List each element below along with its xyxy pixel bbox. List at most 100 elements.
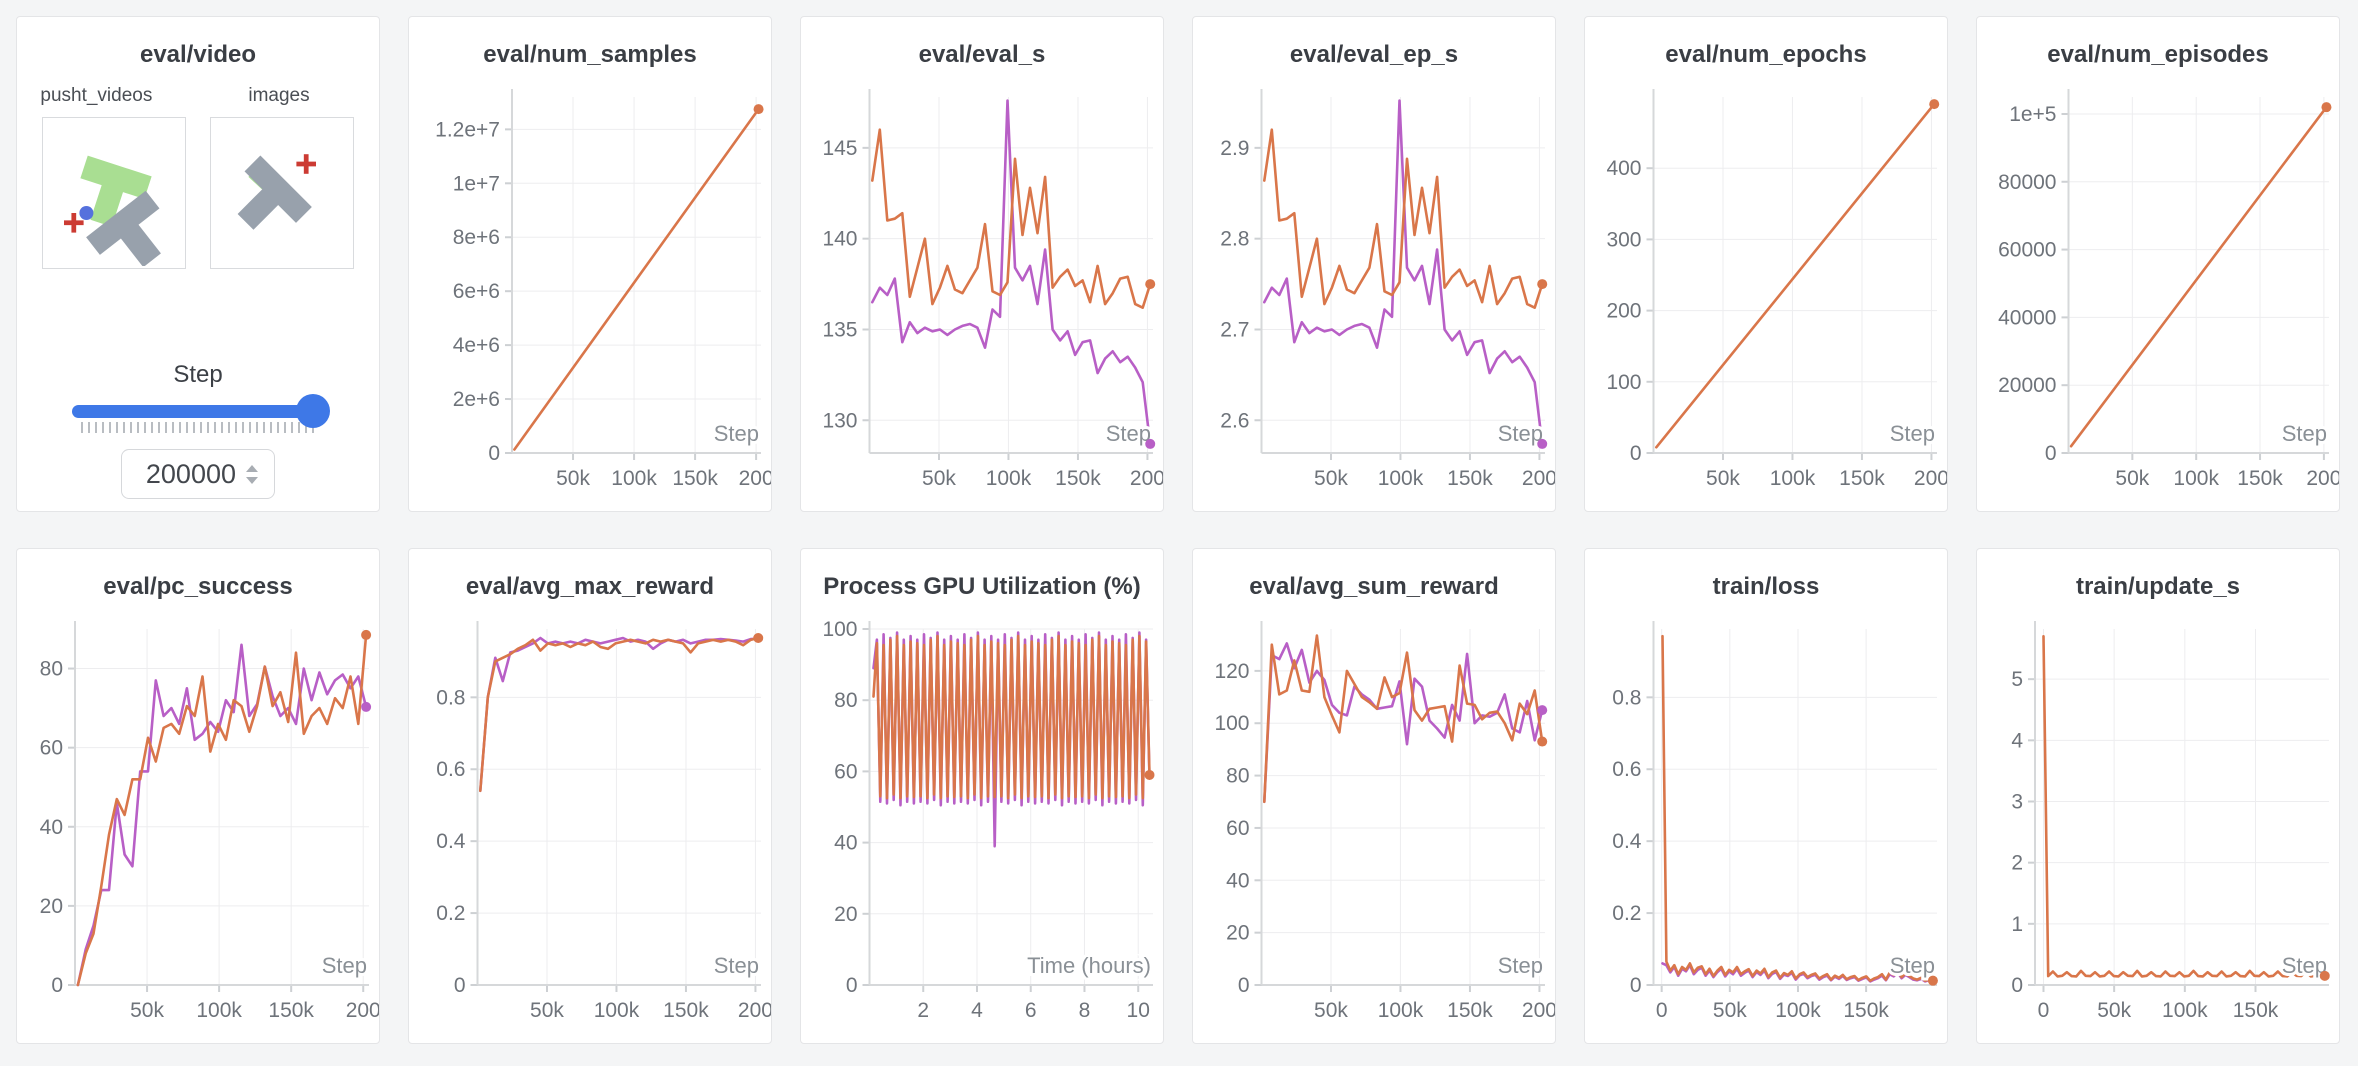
- x-axis-title: Step: [714, 953, 759, 978]
- chart-title: train/loss: [1712, 573, 1820, 600]
- endpoint-dot-orange: [753, 632, 764, 643]
- chart-panel-train-update_s[interactable]: train/update_s 0 50k 100k 150k 0 1 2 3 4 5 Step: [1976, 548, 2340, 1044]
- y-tick-label: 80: [1226, 765, 1249, 788]
- x-tick-label: 50k: [2115, 467, 2149, 490]
- y-tick-label: 2.6: [1220, 409, 1249, 432]
- goal-cross-icon: [296, 154, 316, 174]
- y-tick-label: 60: [834, 760, 857, 783]
- pusht-videos-label: pusht_videos: [40, 85, 153, 106]
- x-tick-label: 100k: [1770, 467, 1816, 490]
- x-axis-title: Step: [1890, 953, 1935, 978]
- chart-title: eval/pc_success: [103, 573, 293, 600]
- x-tick-label: 4: [971, 999, 983, 1022]
- pushed-t-block: [237, 155, 312, 230]
- chart-title: eval/num_epochs: [1665, 41, 1867, 68]
- x-tick-label: 100k: [1378, 467, 1424, 490]
- step-slider-track[interactable]: [72, 394, 330, 428]
- chart-title: eval/avg_max_reward: [465, 573, 715, 600]
- x-tick-label: 50k: [922, 467, 956, 490]
- pushed-t-block: [86, 190, 161, 268]
- x-tick-label: 100k: [196, 999, 242, 1022]
- y-tick-label: 4e+6: [453, 334, 500, 357]
- chart-panel-eval-num_epochs[interactable]: eval/num_epochs 50k 100k 150k 200 0 100 200 300 4…: [1584, 16, 1948, 512]
- step-slider-heading: Step: [173, 361, 223, 388]
- y-tick-label: 80: [834, 689, 857, 712]
- x-axis-title: Step: [714, 421, 759, 446]
- endpoint-dot-purple: [1537, 438, 1548, 449]
- chart-panel-eval-avg_max_reward[interactable]: eval/avg_max_reward 50k 100k 150k 200 0 0.2 0.4…: [408, 548, 772, 1044]
- y-tick-label: 2.7: [1220, 318, 1249, 341]
- chart-panel-eval-num_episodes[interactable]: eval/num_episodes 50k 100k 150k 200 0 20000 400…: [1976, 16, 2340, 512]
- y-tick-label: 2e+6: [453, 388, 500, 411]
- y-tick-label: 0.2: [1612, 902, 1641, 925]
- x-tick-label: 0: [2038, 999, 2050, 1022]
- y-tick-label: 60: [40, 737, 63, 760]
- number-stepper: [246, 464, 258, 484]
- y-tick-label: 130: [822, 409, 857, 432]
- chart-canvas: 50k 100k 150k 200 0 20 40 60 80 Step: [40, 621, 380, 1022]
- series-orange-line: [479, 636, 760, 793]
- series-orange-line: [1655, 102, 1936, 449]
- x-tick-label: 50k: [1314, 467, 1348, 490]
- x-tick-label: 0: [1656, 999, 1668, 1022]
- x-axis-title: Step: [2282, 421, 2327, 446]
- y-tick-label: 135: [822, 318, 857, 341]
- y-tick-label: 60: [1226, 817, 1249, 840]
- endpoint-dot-purple: [1537, 705, 1548, 716]
- y-tick-label: 20: [1226, 922, 1249, 945]
- x-tick-label: 100k: [1378, 999, 1424, 1022]
- chart-panel-eval-eval_s[interactable]: eval/eval_s 50k 100k 150k 200 130 135 140 145 Ste…: [800, 16, 1164, 512]
- x-tick-label: 200: [1914, 467, 1948, 490]
- chart-panel-train-loss[interactable]: train/loss 0 50k 100k 150k 0 0.2 0.4 0.6 0.8 Step: [1584, 548, 1948, 1044]
- stepper-down-icon[interactable]: [246, 476, 258, 484]
- y-tick-label: 400: [1606, 157, 1641, 180]
- chart-panel-eval-pc_success[interactable]: eval/pc_success 50k 100k 150k 200 0 20 40 60 80 St…: [16, 548, 380, 1044]
- y-tick-label: 0: [1238, 974, 1250, 997]
- series-orange-line: [76, 633, 368, 987]
- endpoint-dot-orange: [1537, 736, 1548, 747]
- chart-panel-eval-eval_ep_s[interactable]: eval/eval_ep_s 50k 100k 150k 200 2.6 2.7 2.8 2.9…: [1192, 16, 1556, 512]
- x-axis-title: Step: [1890, 421, 1935, 446]
- x-tick-label: 200: [1522, 999, 1556, 1022]
- series-orange-line: [513, 107, 760, 451]
- series-orange-line: [1263, 128, 1544, 309]
- pusht-scene-image: [237, 154, 316, 230]
- series-purple-line: [1263, 99, 1544, 446]
- chart-canvas: 50k 100k 150k 200 130 135 140 145 Step: [822, 89, 1163, 490]
- y-tick-label: 1.2e+7: [435, 118, 500, 141]
- stepper-up-icon[interactable]: [246, 464, 258, 472]
- chart-panel-eval-num_samples[interactable]: eval/num_samples 50k 100k 150k 200 0 2e+6 4e+6 6…: [408, 16, 772, 512]
- pusht-video-thumbnail[interactable]: [42, 117, 186, 269]
- y-tick-label: 20: [40, 895, 63, 918]
- step-input-box: [121, 449, 275, 499]
- series-orange-line: [1661, 634, 1935, 983]
- series-orange-line: [2042, 634, 2327, 978]
- y-tick-label: 3: [2011, 790, 2023, 813]
- endpoint-dot-orange: [753, 104, 764, 115]
- x-tick-label: 200: [346, 999, 380, 1022]
- y-tick-label: 2.9: [1220, 137, 1249, 160]
- series-orange-line: [2069, 105, 2328, 448]
- chart-panel-process-gpu-utilization[interactable]: Process GPU Utilization (%) 2 4 6 8 10 0 20 40 60…: [800, 548, 1164, 1044]
- x-tick-label: 150k: [2233, 999, 2279, 1022]
- y-tick-label: 0: [2011, 974, 2023, 997]
- x-tick-label: 6: [1025, 999, 1037, 1022]
- y-tick-label: 40: [834, 832, 857, 855]
- y-tick-label: 0.8: [436, 686, 465, 709]
- x-tick-label: 10: [1127, 999, 1150, 1022]
- step-slider-thumb[interactable]: [296, 394, 330, 428]
- images-thumbnail[interactable]: [210, 117, 354, 269]
- x-tick-label: 200: [2306, 467, 2340, 490]
- y-tick-label: 120: [1214, 660, 1249, 683]
- pusht-scene-video: [64, 155, 161, 268]
- y-tick-label: 80000: [1998, 171, 2056, 194]
- chart-title: eval/avg_sum_reward: [1249, 573, 1499, 600]
- x-tick-label: 100k: [594, 999, 640, 1022]
- chart-panel-eval-avg_sum_reward[interactable]: eval/avg_sum_reward 50k 100k 150k 200 0 20 40 60…: [1192, 548, 1556, 1044]
- y-tick-label: 1e+5: [2009, 103, 2056, 126]
- series-orange-line: [872, 634, 1151, 800]
- media-panel-eval-video[interactable]: eval/video pusht_videos images: [16, 16, 380, 512]
- step-number-input[interactable]: [138, 457, 238, 491]
